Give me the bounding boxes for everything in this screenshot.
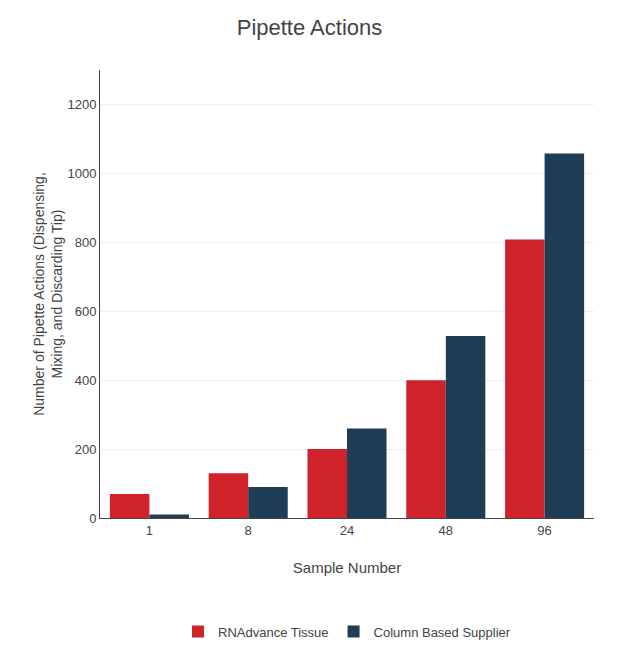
svg-text:96: 96 <box>537 523 551 538</box>
svg-text:800: 800 <box>75 235 97 250</box>
svg-text:1000: 1000 <box>67 166 96 181</box>
svg-text:200: 200 <box>75 442 97 457</box>
svg-text:48: 48 <box>439 523 453 538</box>
svg-text:1200: 1200 <box>67 97 96 112</box>
svg-text:24: 24 <box>340 523 354 538</box>
svg-text:1: 1 <box>146 523 153 538</box>
svg-text:8: 8 <box>245 523 252 538</box>
svg-text:0: 0 <box>89 511 96 526</box>
svg-text:Sample Number: Sample Number <box>293 559 401 576</box>
svg-text:600: 600 <box>75 304 97 319</box>
svg-text:RNAdvance Tissue: RNAdvance Tissue <box>218 625 329 640</box>
svg-text:400: 400 <box>75 373 97 388</box>
svg-text:Column Based Supplier: Column Based Supplier <box>374 625 511 640</box>
svg-text:Pipette Actions: Pipette Actions <box>237 15 383 40</box>
svg-text:Number of Pipette Actions (Dis: Number of Pipette Actions (Dispensing,Mi… <box>31 172 65 416</box>
